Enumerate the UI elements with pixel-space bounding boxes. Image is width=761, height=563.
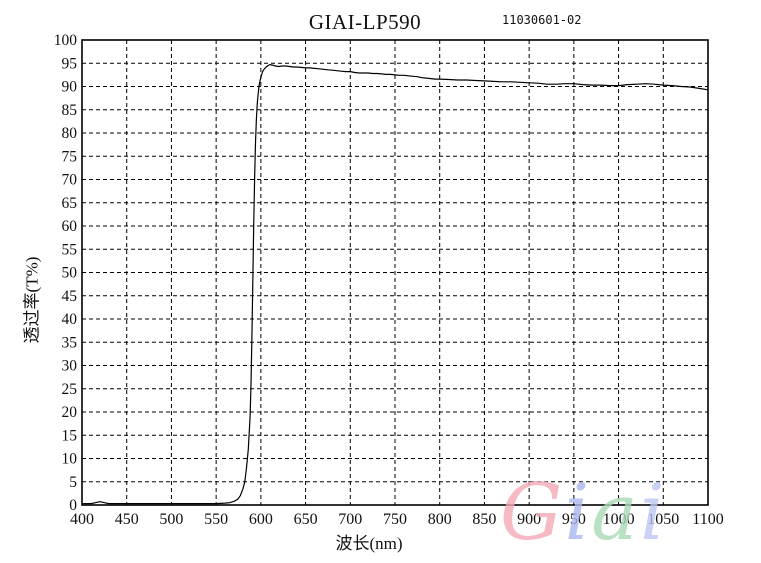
y-tick-label: 35 [62,334,78,351]
x-tick-label: 950 [562,511,586,528]
x-axis-title: 波长(nm) [335,534,403,553]
y-tick-label: 45 [62,288,78,305]
x-tick-label: 800 [428,511,452,528]
y-tick-label: 50 [62,265,78,282]
transmission-curve [82,63,709,505]
y-tick-label: 80 [62,125,78,142]
x-tick-label: 500 [159,511,183,528]
x-tick-label: 700 [338,511,362,528]
y-tick-label: 10 [62,451,78,468]
chart-serial-number: 11030601-02 [502,13,582,27]
x-tick-label: 900 [517,511,541,528]
tick-labels: 400 450 500 550 600 650 700 750 800 850 900 950 1000… [54,32,724,528]
gridlines [82,40,708,505]
x-tick-label: 850 [472,511,496,528]
y-tick-label: 85 [62,102,78,119]
x-tick-label: 1050 [647,511,679,528]
x-tick-label: 600 [249,511,273,528]
chart-title: GIAI-LP590 [308,10,422,34]
y-tick-label: 15 [62,427,78,444]
x-tick-label: 450 [115,511,139,528]
x-tick-label: 1000 [603,511,635,528]
plot-frame [81,39,709,506]
y-tick-label: 65 [62,195,78,212]
x-tick-label: 400 [70,511,94,528]
y-tick-label: 55 [62,241,78,258]
y-tick-label: 100 [54,32,78,49]
y-tick-label: 75 [62,148,78,165]
x-tick-label: 550 [204,511,228,528]
x-tick-label: 650 [294,511,318,528]
y-tick-label: 25 [62,381,78,398]
x-tick-label: 750 [383,511,407,528]
y-tick-label: 60 [62,218,78,235]
y-tick-label: 70 [62,172,78,189]
y-tick-label: 20 [62,404,78,421]
y-tick-label: 30 [62,358,78,375]
y-tick-label: 95 [62,55,78,72]
y-tick-label: 40 [62,311,78,328]
y-tick-label: 90 [62,79,78,96]
y-tick-label: 5 [69,474,77,491]
x-tick-label: 1100 [692,511,723,528]
y-tick-label: 0 [69,497,77,514]
